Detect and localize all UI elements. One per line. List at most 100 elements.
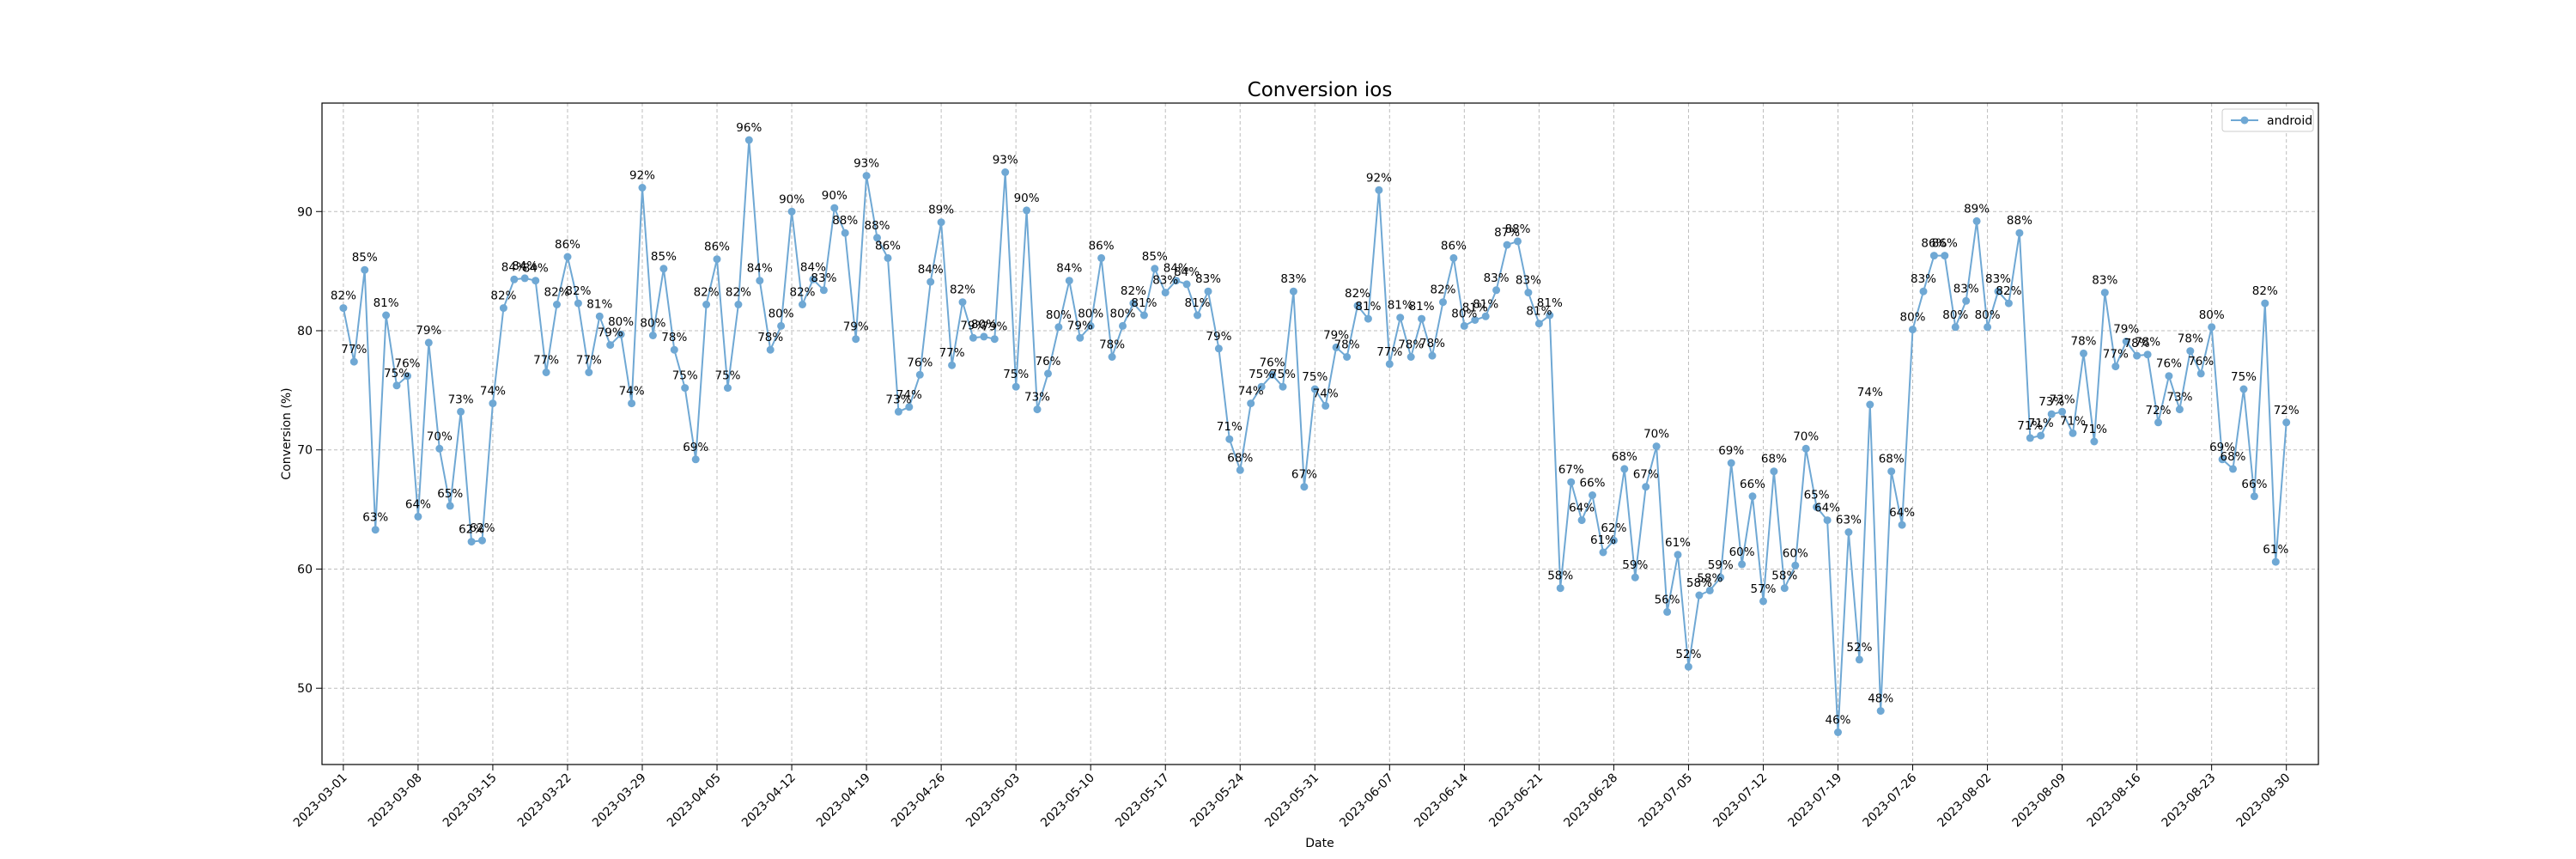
data-point: [1182, 280, 1191, 289]
data-label: 74%: [619, 385, 645, 399]
data-point: [1471, 316, 1479, 324]
data-label: 58%: [1547, 570, 1573, 583]
data-labels: 82%77%85%63%81%75%76%64%79%70%65%73%62%6…: [331, 121, 2300, 728]
data-label: 75%: [1302, 370, 1327, 384]
data-point: [1300, 483, 1309, 491]
data-point: [2133, 351, 2142, 360]
data-label: 90%: [779, 192, 805, 206]
data-label: 90%: [822, 189, 848, 203]
x-tick-label: 2023-04-12: [739, 771, 799, 831]
data-label: 84%: [747, 262, 773, 276]
data-label: 63%: [1836, 514, 1862, 527]
data-point: [744, 136, 753, 144]
data-label: 76%: [2156, 357, 2182, 371]
data-point: [435, 444, 444, 453]
data-label: 78%: [2070, 334, 2096, 348]
data-label: 66%: [2241, 478, 2267, 491]
data-point: [1257, 382, 1266, 391]
data-label: 75%: [1270, 368, 1296, 381]
data-point: [1919, 287, 1928, 295]
x-tick-label: 2023-04-05: [665, 771, 724, 831]
x-tick-label: 2023-04-26: [889, 771, 948, 830]
data-label: 78%: [2135, 336, 2160, 350]
x-axis-label: Date: [1305, 837, 1334, 850]
data-point: [1887, 467, 1896, 476]
data-point: [681, 384, 690, 393]
data-point: [1941, 252, 1949, 260]
data-label: 82%: [1345, 287, 1370, 301]
data-label: 71%: [2028, 417, 2054, 430]
data-point: [510, 275, 519, 283]
data-point: [2261, 299, 2269, 308]
data-label: 76%: [394, 357, 420, 371]
data-label: 83%: [1953, 282, 1979, 295]
data-point: [1343, 353, 1352, 361]
x-tick-label: 2023-06-21: [1486, 771, 1546, 831]
data-point: [927, 277, 935, 286]
data-point: [756, 277, 764, 285]
data-label: 81%: [586, 297, 612, 311]
data-point: [1428, 351, 1437, 360]
data-point: [1663, 607, 1672, 616]
data-label: 68%: [1612, 450, 1637, 464]
data-point: [1844, 528, 1853, 536]
y-tick-label: 60: [297, 563, 313, 576]
data-point: [1279, 382, 1287, 391]
data-label: 68%: [1227, 451, 1253, 465]
data-point: [990, 335, 999, 344]
chart-title: Conversion ios: [1248, 79, 1393, 101]
data-point: [1268, 370, 1277, 379]
data-point: [799, 301, 806, 308]
data-label: 66%: [1579, 477, 1605, 490]
y-tick-label: 70: [297, 444, 313, 458]
data-label: 76%: [1260, 356, 1285, 369]
data-label: 78%: [2178, 332, 2203, 346]
data-label: 84%: [800, 260, 826, 274]
data-point: [1481, 312, 1490, 320]
data-label: 80%: [1046, 308, 1072, 322]
data-point: [787, 207, 796, 216]
data-label: 76%: [2188, 355, 2214, 369]
data-label: 64%: [1569, 502, 1595, 515]
data-point: [1204, 287, 1212, 295]
data-label: 71%: [2060, 414, 2086, 428]
data-label: 73%: [2166, 391, 2192, 405]
data-label: 84%: [512, 259, 538, 273]
data-label: 81%: [374, 296, 399, 310]
data-label: 77%: [2103, 348, 2129, 362]
data-point: [1823, 516, 1832, 525]
data-point: [713, 255, 721, 264]
x-tick-label: 2023-06-07: [1337, 771, 1396, 831]
data-point: [574, 299, 582, 308]
data-point: [1023, 206, 1031, 215]
data-point: [499, 304, 507, 313]
data-label: 68%: [1879, 453, 1905, 466]
data-label: 82%: [544, 286, 569, 300]
y-tick-label: 80: [297, 325, 313, 338]
data-point: [1214, 344, 1223, 353]
data-label: 81%: [1537, 296, 1563, 310]
data-point: [2047, 410, 2056, 418]
data-point: [2250, 492, 2258, 501]
data-point: [1972, 216, 1981, 225]
data-point: [1898, 521, 1906, 529]
data-point: [1449, 253, 1458, 262]
data-label: 81%: [1184, 296, 1210, 310]
data-label: 66%: [1740, 478, 1765, 491]
data-point: [1503, 241, 1511, 249]
data-label: 59%: [1708, 558, 1734, 572]
data-label: 82%: [694, 286, 720, 300]
x-tick-label: 2023-03-15: [440, 771, 500, 831]
data-point: [2239, 385, 2248, 393]
data-label: 86%: [1932, 237, 1958, 251]
series-points: [339, 136, 2291, 736]
data-label: 79%: [2113, 323, 2139, 337]
data-point: [980, 332, 988, 341]
legend-label-android: android: [2267, 114, 2312, 128]
data-label: 82%: [331, 289, 356, 303]
data-label: 86%: [555, 238, 580, 252]
data-point: [1620, 465, 1629, 473]
data-point: [862, 172, 871, 180]
data-point: [1161, 289, 1170, 297]
data-label: 62%: [1601, 521, 1626, 535]
